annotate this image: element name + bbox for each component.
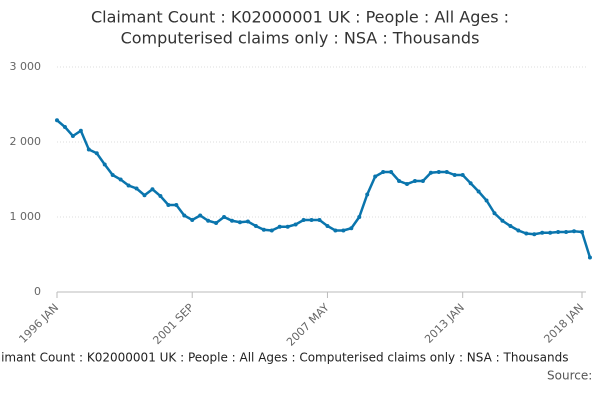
data-point	[222, 215, 227, 219]
data-point	[237, 220, 242, 225]
data-point	[468, 181, 473, 186]
data-point	[70, 134, 75, 138]
data-point	[516, 228, 521, 233]
data-point	[564, 230, 569, 234]
data-point	[444, 170, 449, 174]
data-point	[301, 218, 306, 222]
data-point	[460, 173, 465, 177]
data-point	[78, 128, 83, 133]
data-point	[158, 194, 163, 198]
data-point	[357, 215, 362, 219]
data-point	[62, 125, 67, 129]
x-tick-label: 2001 SEP	[150, 301, 196, 347]
x-tick-label: 2013 JAN	[422, 301, 467, 346]
y-tick-label: 2 000	[10, 135, 42, 148]
data-point	[174, 203, 179, 207]
data-point	[150, 187, 155, 192]
data-point	[389, 170, 394, 174]
data-point	[365, 192, 370, 197]
footer-source: Source:	[547, 369, 592, 383]
data-point	[198, 213, 203, 218]
data-point	[333, 228, 338, 233]
data-point	[452, 173, 457, 177]
data-point	[397, 179, 402, 183]
footer-title: Claimant Count : K02000001 UK : People :…	[0, 351, 568, 365]
data-point	[540, 230, 545, 235]
y-tick-label: 3 000	[10, 60, 42, 73]
data-point	[532, 232, 537, 237]
data-point	[269, 228, 274, 233]
data-point	[214, 221, 219, 225]
data-point	[206, 218, 211, 223]
data-point	[405, 182, 409, 186]
data-point	[190, 218, 195, 222]
data-point	[412, 179, 417, 183]
data-point	[556, 230, 561, 234]
data-point	[110, 173, 115, 177]
chart-title: Claimant Count : K02000001 UK : People :…	[91, 8, 509, 27]
data-point	[253, 224, 258, 228]
data-point	[134, 186, 139, 191]
data-point	[293, 222, 298, 227]
y-tick-label: 0	[34, 285, 41, 298]
data-point	[500, 218, 505, 223]
data-point	[86, 147, 91, 152]
data-point	[182, 213, 187, 218]
y-tick-label: 1 000	[10, 210, 42, 223]
data-point	[102, 162, 107, 167]
data-point	[508, 224, 513, 228]
data-point	[55, 118, 59, 123]
data-point	[94, 151, 99, 156]
data-point	[245, 219, 250, 224]
data-point	[476, 189, 481, 194]
data-point	[484, 198, 489, 203]
data-point	[524, 231, 529, 236]
chart-title: Computerised claims only : NSA : Thousan…	[121, 29, 480, 48]
x-tick-label: 2007 MAY	[284, 301, 332, 349]
data-point	[341, 228, 346, 233]
data-point	[492, 211, 497, 216]
data-point	[261, 227, 266, 232]
data-point	[309, 218, 314, 222]
data-point	[142, 193, 147, 198]
data-point	[381, 170, 386, 174]
data-point	[572, 229, 577, 234]
data-point	[118, 177, 123, 182]
data-point	[580, 230, 584, 234]
data-point	[285, 224, 290, 229]
data-point	[349, 226, 354, 231]
data-point	[548, 230, 553, 235]
x-tick-label: 2018 JAN	[541, 301, 586, 346]
data-point	[587, 255, 592, 260]
data-point	[277, 224, 282, 229]
data-point	[373, 174, 378, 179]
data-point	[317, 218, 322, 222]
data-point	[166, 203, 171, 207]
data-point	[428, 170, 433, 175]
x-tick-label: 1996 JAN	[16, 301, 61, 346]
data-point	[420, 179, 425, 183]
data-point	[230, 218, 234, 223]
data-point	[436, 170, 441, 174]
data-point	[126, 183, 131, 188]
data-point	[325, 224, 330, 228]
